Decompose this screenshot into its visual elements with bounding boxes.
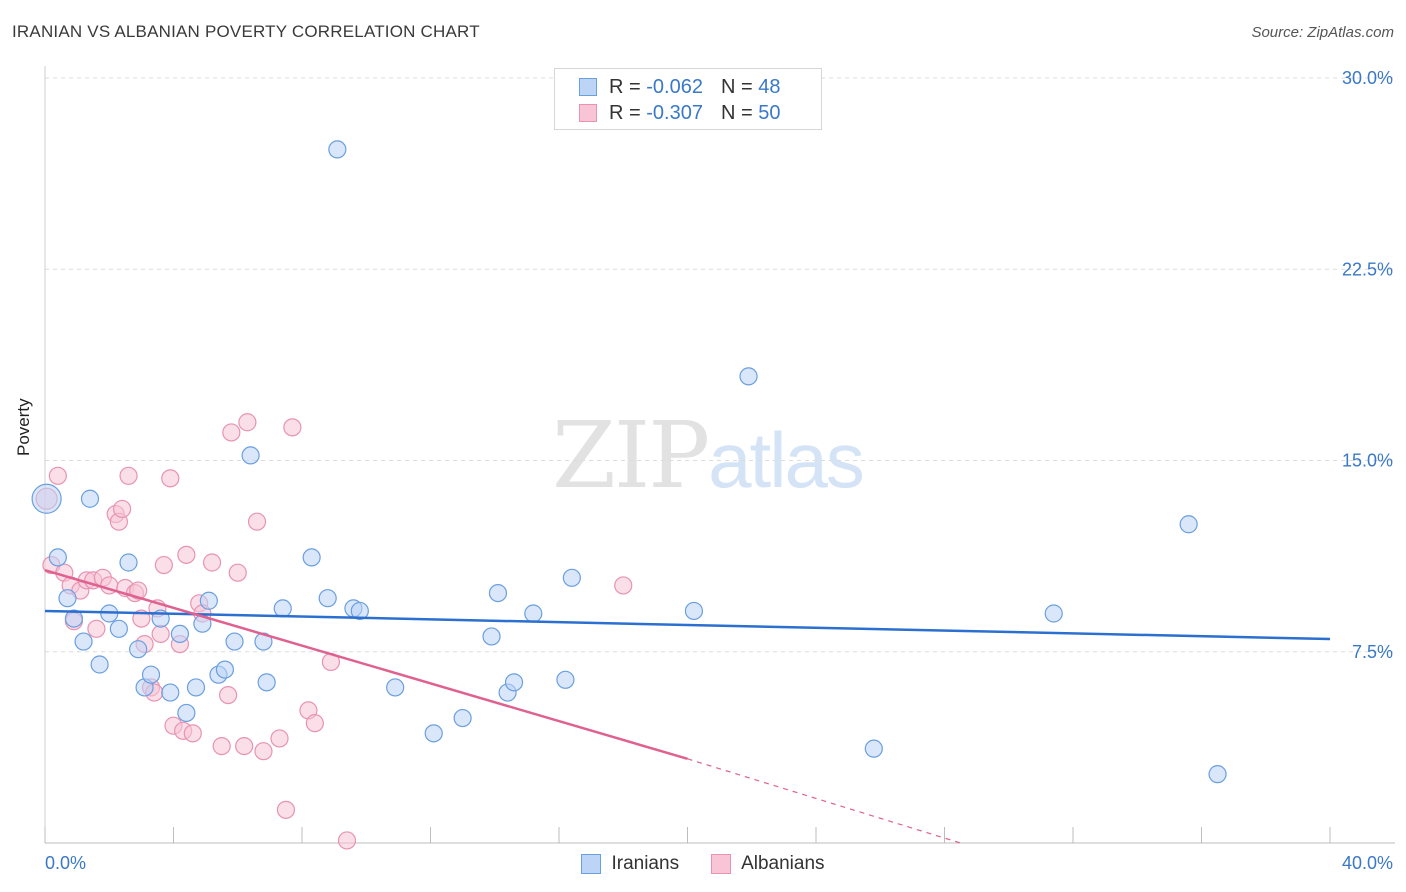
series-legend: Iranians Albanians — [0, 850, 1406, 878]
y-tick-label: 15.0% — [1342, 451, 1393, 471]
y-axis-label: Poverty — [14, 398, 33, 456]
legend-n-label: N = — [720, 75, 753, 98]
x-tick-label: 40.0% — [1342, 853, 1393, 873]
albanian-point — [254, 742, 273, 761]
iranian-point — [864, 739, 883, 758]
albanian-point — [228, 563, 247, 582]
legend-row-iranians: R = -0.062 N = 48 — [579, 74, 780, 100]
albanian-point — [129, 581, 148, 600]
albanian-point — [151, 624, 170, 644]
albanian-point — [48, 466, 67, 485]
legend-item-iranians[interactable]: Iranians — [581, 853, 679, 875]
iranian-point — [562, 568, 581, 587]
source-label: Source: ZipAtlas.com — [1251, 24, 1394, 41]
legend-n-value: 48 — [758, 75, 781, 98]
legend-swatch-iranians — [579, 78, 597, 96]
y-tick-label: 22.5% — [1342, 259, 1393, 279]
iranian-point — [504, 673, 524, 692]
albanian-point — [112, 499, 132, 519]
y-tick-label: 7.5% — [1352, 642, 1393, 662]
legend-swatch-albanians — [711, 854, 732, 874]
albanian-point — [283, 418, 302, 437]
albanian-point — [305, 714, 324, 733]
iranian-point — [386, 678, 405, 697]
legend-label-albanians: Albanians — [741, 853, 825, 874]
albanian-point — [212, 736, 231, 756]
albanian-point — [219, 685, 238, 705]
albanian-trendline — [44, 568, 688, 761]
legend-r-value: -0.307 — [646, 101, 703, 124]
iranian-point — [48, 548, 67, 567]
iranian-point — [556, 670, 575, 689]
albanian-point — [270, 729, 289, 748]
albanian-point — [87, 619, 106, 638]
iranian-point — [302, 548, 321, 567]
iranian-point — [161, 683, 180, 702]
iranian-point — [31, 483, 62, 514]
albanian-point — [177, 545, 196, 564]
iranian-point — [119, 553, 138, 572]
iranian-point — [199, 591, 218, 610]
albanian-point — [154, 555, 173, 575]
iranian-point — [90, 655, 109, 674]
iranian-point — [80, 489, 100, 508]
iranian-point — [488, 583, 508, 603]
iranian-point — [273, 599, 292, 618]
iranian-point — [424, 724, 443, 743]
iranian-point — [141, 665, 161, 684]
iranian-point — [186, 678, 206, 697]
iranian-point — [1044, 604, 1063, 623]
albanian-trendline-extension — [687, 758, 961, 844]
albanian-point — [235, 736, 254, 756]
iranian-point — [74, 632, 93, 651]
iranian-point — [170, 624, 190, 644]
y-tick-label: 30.0% — [1342, 68, 1393, 88]
albanian-point — [222, 423, 241, 442]
legend-r-value: -0.062 — [646, 75, 703, 98]
iranian-point — [177, 703, 196, 723]
albanian-point — [614, 576, 633, 595]
iranian-point — [328, 140, 347, 159]
iranian-point — [109, 619, 128, 638]
albanian-point — [247, 512, 267, 531]
albanian-point — [119, 466, 138, 485]
x-tick-label: 0.0% — [45, 853, 86, 873]
iranian-point — [453, 708, 472, 728]
iranian-point — [1208, 765, 1227, 784]
albanian-point — [238, 413, 257, 432]
iranian-point — [318, 589, 337, 608]
iranian-point — [684, 601, 704, 621]
legend-swatch-albanians — [579, 104, 597, 122]
legend-item-albanians[interactable]: Albanians — [711, 853, 825, 875]
iranian-point — [1179, 515, 1198, 534]
iranian-point — [129, 640, 148, 659]
legend-r-label: R = — [609, 101, 641, 124]
iranian-point — [524, 604, 543, 623]
legend-n-label: N = — [720, 101, 753, 124]
iranian-point — [350, 601, 369, 621]
albanian-point — [202, 553, 222, 572]
iranian-point — [257, 673, 276, 692]
albanian-point — [183, 724, 202, 743]
albanian-point — [161, 469, 180, 488]
iranian-trendline — [44, 609, 1331, 641]
iranian-point — [58, 589, 77, 608]
iranian-point — [482, 627, 501, 646]
legend-row-albanians: R = -0.307 N = 50 — [579, 100, 780, 126]
chart-title: IRANIAN VS ALBANIAN POVERTY CORRELATION … — [12, 22, 480, 41]
albanian-point — [276, 800, 296, 819]
legend-swatch-iranians — [581, 854, 602, 874]
correlation-legend: R = -0.062 N = 48 R = -0.307 N = 50 — [554, 68, 822, 130]
legend-label-iranians: Iranians — [611, 853, 680, 874]
iranian-point — [64, 609, 84, 628]
legend-r-label: R = — [609, 75, 641, 98]
legend-n-value: 50 — [758, 101, 781, 124]
iranian-point — [215, 660, 234, 679]
watermark-zip: ZIP — [552, 402, 710, 509]
iranian-point — [739, 367, 758, 386]
albanian-point — [337, 831, 357, 850]
iranian-point — [225, 632, 244, 651]
iranian-point — [241, 446, 260, 465]
